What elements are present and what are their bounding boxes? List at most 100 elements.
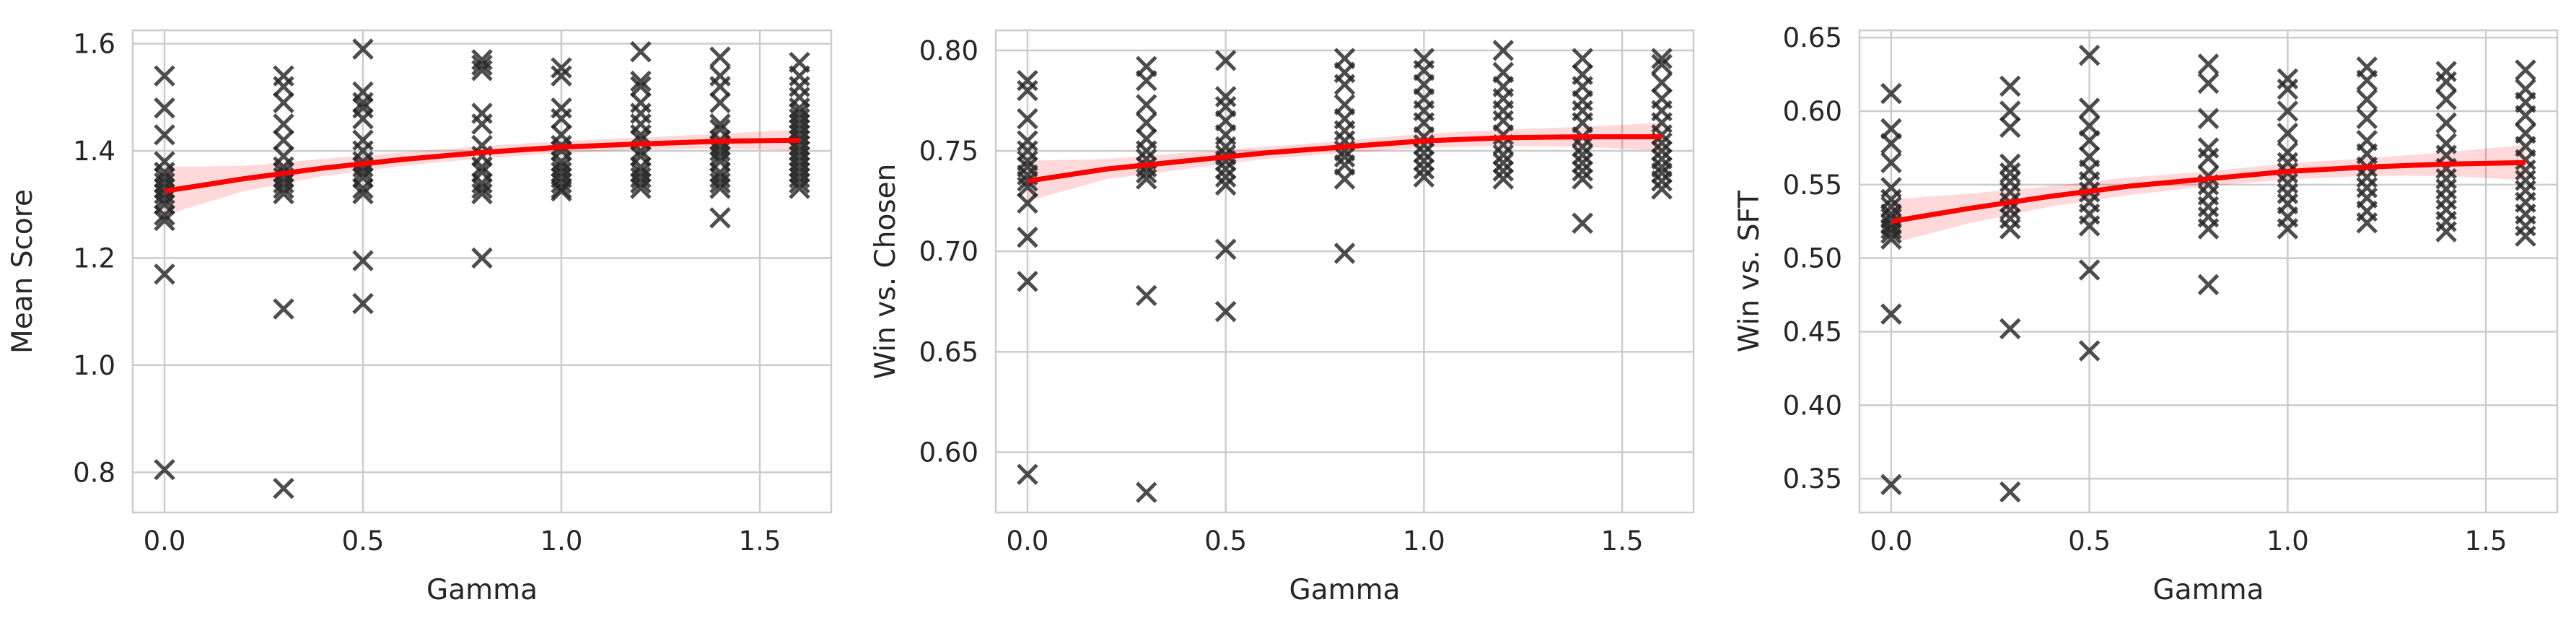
scatter-point — [2435, 88, 2457, 110]
scatter-point — [1651, 123, 1673, 146]
x-tick-label: 0.5 — [1204, 525, 1247, 557]
scatter-point — [551, 108, 572, 130]
scatter-point — [154, 209, 175, 232]
y-tick-label: 1.6 — [73, 29, 115, 60]
scatter-point — [1017, 271, 1038, 292]
scatter-point — [2356, 212, 2378, 234]
x-tick-label: 1.5 — [1601, 525, 1644, 557]
scatter-point — [709, 172, 731, 194]
scatter-point — [1880, 133, 1902, 154]
scatter-point — [551, 172, 572, 194]
scatter-point — [1572, 212, 1593, 234]
x-tick-label: 0.0 — [1007, 525, 1049, 557]
scatter-point — [630, 178, 652, 199]
y-axis-label: Mean Score — [6, 189, 39, 354]
scatter-point — [2078, 340, 2100, 362]
scatter-point — [1413, 150, 1435, 172]
y-tick-label: 0.60 — [919, 437, 978, 468]
scatter-point — [2435, 112, 2457, 134]
scatter-point — [273, 477, 294, 500]
scatter-point — [2078, 44, 2100, 66]
scatter-point — [1880, 474, 1902, 496]
y-tick-label: 1.4 — [73, 136, 115, 167]
scatter-point — [2277, 218, 2299, 240]
y-tick-label: 0.80 — [919, 35, 978, 66]
x-tick-label: 1.0 — [1403, 525, 1445, 557]
scatter-point — [1651, 48, 1673, 69]
scatter-point — [1333, 168, 1356, 190]
scatter-point — [1492, 152, 1515, 174]
scatter-point — [2078, 259, 2100, 281]
scatter-point — [1651, 53, 1673, 76]
scatter-point — [2277, 122, 2299, 144]
scatter-point — [2078, 215, 2100, 237]
scatter-point — [352, 292, 374, 315]
scatter-point — [273, 76, 294, 97]
y-tick-label: 0.55 — [1783, 170, 1842, 201]
scatter-point — [2515, 105, 2536, 126]
scatter-point — [471, 247, 493, 269]
scatter-point — [1651, 71, 1673, 94]
scatter-point — [2078, 129, 2100, 152]
scatter-point — [1333, 74, 1356, 95]
scatter-point — [1136, 284, 1157, 307]
scatter-point — [1492, 168, 1515, 190]
y-tick-label: 1.2 — [73, 243, 115, 274]
scatter-point — [709, 76, 731, 97]
scatter-point — [1999, 218, 2021, 240]
scatter-point — [1333, 243, 1356, 264]
scatter-point — [273, 298, 294, 320]
scatter-point — [1999, 100, 2021, 122]
scatter-point — [2277, 100, 2299, 122]
scatter-point — [1413, 166, 1435, 188]
y-axis-label: Win vs. SFT — [1733, 191, 1766, 352]
scatter-point — [1136, 140, 1157, 162]
scatter-point — [273, 92, 294, 113]
scatter-point — [709, 207, 731, 229]
scatter-point — [1136, 69, 1157, 92]
scatter-point — [1572, 152, 1593, 174]
scatter-point — [352, 38, 374, 60]
scatter-point — [2197, 218, 2220, 240]
y-axis-label: Win vs. Chosen — [869, 164, 902, 380]
scatter-point — [709, 113, 731, 135]
scatter-point — [1572, 48, 1593, 69]
scatter-point — [273, 113, 294, 135]
regression-line — [1891, 160, 2526, 224]
plot-frame — [994, 29, 1695, 514]
scatter-point — [1999, 116, 2021, 139]
y-tick-label: 0.65 — [919, 336, 978, 367]
scatter-point — [709, 46, 731, 68]
scatter-point — [2197, 196, 2220, 218]
scatter-point — [1413, 142, 1435, 164]
scatter-point — [1214, 300, 1237, 323]
subplot-win-vs-sft: 0.0 0.5 1.0 1.5 0.35 0.40 0.45 0.50 0.55 0.60 0.65… — [1733, 22, 2559, 606]
y-tick-label: 1.0 — [73, 350, 115, 381]
subplot-win-vs-chosen: 0.0 0.5 1.0 1.5 0.60 0.65 0.70 0.75 0.80 Gamma Win… — [869, 29, 1695, 606]
scatter-point — [1999, 162, 2021, 184]
x-tick-label: 1.0 — [540, 525, 583, 557]
scatter-point — [2356, 88, 2378, 110]
scatter-point — [471, 59, 493, 82]
scatter-point — [2197, 165, 2220, 187]
scatter-point — [154, 263, 175, 285]
scatter-point — [1572, 168, 1593, 190]
scatter-point — [630, 76, 652, 97]
scatter-point — [352, 108, 374, 130]
scatter-point — [630, 70, 652, 92]
scatter-point — [709, 145, 731, 167]
scatter-point — [352, 183, 374, 205]
scatter-point — [630, 123, 652, 146]
scatter-point — [2197, 53, 2220, 75]
scatter-point — [154, 97, 175, 119]
scatter-point — [1136, 168, 1157, 190]
scatter-point — [1413, 158, 1435, 180]
scatter-point — [2356, 69, 2378, 92]
scatter-point — [273, 129, 294, 151]
scatter-point — [1214, 238, 1237, 261]
x-tick-label: 0.0 — [1870, 525, 1913, 557]
scatter-point — [1492, 160, 1515, 182]
scatter-point — [1214, 49, 1237, 71]
y-tick-label: 0.50 — [1783, 243, 1842, 274]
scatter-point — [1492, 144, 1515, 166]
